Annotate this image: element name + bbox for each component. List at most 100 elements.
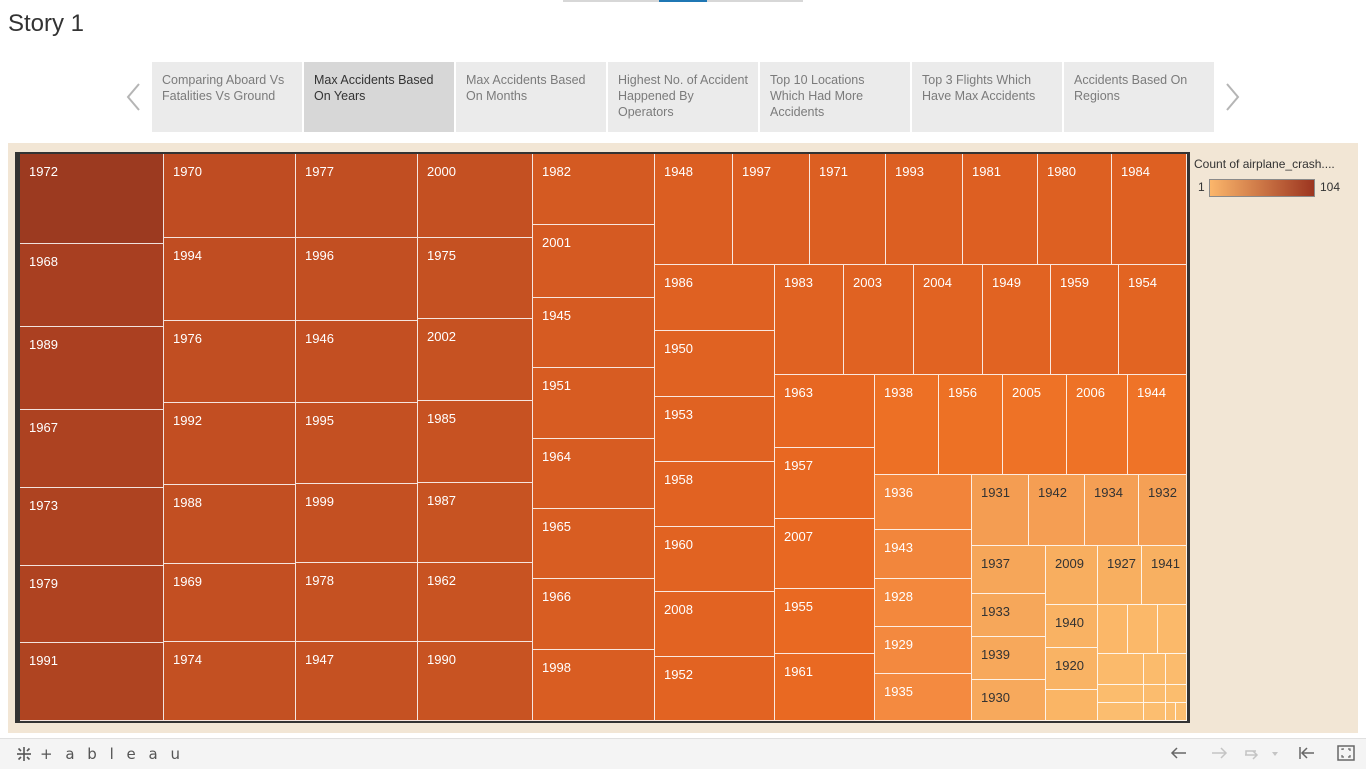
revert-button[interactable]: [1242, 744, 1282, 762]
treemap-tile-1962[interactable]: 1962: [418, 563, 533, 642]
treemap-tile-unlabeled[interactable]: [1098, 685, 1144, 703]
treemap-tile-1942[interactable]: 1942: [1029, 475, 1085, 546]
treemap-tile-1967[interactable]: 1967: [20, 410, 164, 488]
treemap-tile-1977[interactable]: 1977: [296, 154, 418, 238]
treemap-tile-1948[interactable]: 1948: [655, 154, 733, 265]
treemap-tile-1989[interactable]: 1989: [20, 327, 164, 410]
treemap-tile-1971[interactable]: 1971: [810, 154, 886, 265]
treemap-tile-unlabeled[interactable]: [1166, 703, 1176, 721]
treemap-tile-1935[interactable]: 1935: [875, 674, 972, 721]
treemap-tile-1932[interactable]: 1932: [1139, 475, 1187, 546]
treemap-tile-unlabeled[interactable]: [1144, 703, 1166, 721]
treemap-tile-2005[interactable]: 2005: [1003, 375, 1067, 475]
treemap-tile-1991[interactable]: 1991: [20, 643, 164, 721]
treemap-tile-unlabeled[interactable]: [1166, 685, 1187, 703]
treemap-tile-1943[interactable]: 1943: [875, 530, 972, 579]
treemap-tile-1956[interactable]: 1956: [939, 375, 1003, 475]
treemap-tile-unlabeled[interactable]: [1128, 605, 1158, 654]
treemap-tile-1949[interactable]: 1949: [983, 265, 1051, 375]
treemap-tile-1940[interactable]: 1940: [1046, 605, 1098, 648]
treemap-tile-1978[interactable]: 1978: [296, 563, 418, 642]
story-point-top-flights[interactable]: Top 3 Flights Which Have Max Accidents: [912, 62, 1062, 132]
treemap-tile-unlabeled[interactable]: [1158, 605, 1187, 654]
treemap-tile-1972[interactable]: 1972: [20, 154, 164, 244]
treemap-tile-1974[interactable]: 1974: [164, 642, 296, 721]
treemap-tile-1994[interactable]: 1994: [164, 238, 296, 321]
treemap-tile-1965[interactable]: 1965: [533, 509, 655, 579]
treemap-tile-1993[interactable]: 1993: [886, 154, 963, 265]
treemap-tile-1955[interactable]: 1955: [775, 589, 875, 654]
undo-button[interactable]: [1168, 744, 1190, 762]
treemap-tile-1985[interactable]: 1985: [418, 401, 533, 483]
treemap-tile-2009[interactable]: 2009: [1046, 546, 1098, 605]
treemap-tile-unlabeled[interactable]: [1166, 654, 1187, 685]
treemap-tile-unlabeled[interactable]: [1098, 703, 1144, 721]
treemap-tile-2004[interactable]: 2004: [914, 265, 983, 375]
treemap-tile-1952[interactable]: 1952: [655, 657, 775, 721]
treemap-tile-1931[interactable]: 1931: [972, 475, 1029, 546]
fullscreen-button[interactable]: [1335, 744, 1357, 762]
treemap-tile-1966[interactable]: 1966: [533, 579, 655, 650]
story-point-operators[interactable]: Highest No. of Accident Happened By Oper…: [608, 62, 758, 132]
treemap-tile-unlabeled[interactable]: [1144, 685, 1166, 703]
treemap-tile-1957[interactable]: 1957: [775, 448, 875, 519]
treemap-tile-1975[interactable]: 1975: [418, 238, 533, 319]
treemap-tile-1953[interactable]: 1953: [655, 397, 775, 462]
treemap-tile-1968[interactable]: 1968: [20, 244, 164, 327]
treemap-tile-unlabeled[interactable]: [1144, 654, 1166, 685]
treemap-tile-1997[interactable]: 1997: [733, 154, 810, 265]
treemap-tile-1984[interactable]: 1984: [1112, 154, 1187, 265]
treemap-tile-1969[interactable]: 1969: [164, 564, 296, 642]
treemap-tile-1990[interactable]: 1990: [418, 642, 533, 721]
treemap-tile-unlabeled[interactable]: [1098, 605, 1128, 654]
treemap-tile-1938[interactable]: 1938: [875, 375, 939, 475]
treemap-tile-1939[interactable]: 1939: [972, 637, 1046, 680]
treemap-tile-1941[interactable]: 1941: [1142, 546, 1187, 605]
treemap-tile-2007[interactable]: 2007: [775, 519, 875, 589]
treemap-tile-1947[interactable]: 1947: [296, 642, 418, 721]
treemap-tile-1992[interactable]: 1992: [164, 403, 296, 485]
treemap-tile-1976[interactable]: 1976: [164, 321, 296, 403]
treemap-tile-2003[interactable]: 2003: [844, 265, 914, 375]
treemap-tile-unlabeled[interactable]: [1176, 703, 1187, 721]
treemap-tile-1999[interactable]: 1999: [296, 484, 418, 563]
treemap-tile-2000[interactable]: 2000: [418, 154, 533, 238]
treemap-tile-1995[interactable]: 1995: [296, 403, 418, 484]
treemap-tile-1954[interactable]: 1954: [1119, 265, 1187, 375]
treemap-tile-1944[interactable]: 1944: [1128, 375, 1187, 475]
tableau-logo[interactable]: + a b l e a u: [14, 744, 184, 764]
treemap-tile-1928[interactable]: 1928: [875, 579, 972, 627]
story-point-max-accidents-months[interactable]: Max Accidents Based On Months: [456, 62, 606, 132]
treemap-tile-1973[interactable]: 1973: [20, 488, 164, 566]
treemap-tile-2001[interactable]: 2001: [533, 225, 655, 298]
redo-button[interactable]: [1208, 744, 1230, 762]
treemap-tile-1964[interactable]: 1964: [533, 439, 655, 509]
treemap-tile-1958[interactable]: 1958: [655, 462, 775, 527]
treemap-tile-1920[interactable]: 1920: [1046, 648, 1098, 690]
treemap-tile-1950[interactable]: 1950: [655, 331, 775, 397]
treemap-tile-1963[interactable]: 1963: [775, 375, 875, 448]
treemap-tile-1982[interactable]: 1982: [533, 154, 655, 225]
treemap-tile-1951[interactable]: 1951: [533, 368, 655, 439]
treemap-tile-1961[interactable]: 1961: [775, 654, 875, 721]
treemap-tile-1988[interactable]: 1988: [164, 485, 296, 564]
treemap-tile-1981[interactable]: 1981: [963, 154, 1038, 265]
treemap-tile-1960[interactable]: 1960: [655, 527, 775, 592]
treemap-tile-1970[interactable]: 1970: [164, 154, 296, 238]
treemap-tile-unlabeled[interactable]: [1046, 690, 1098, 721]
treemap-tile-1979[interactable]: 1979: [20, 566, 164, 643]
story-point-aboard-vs-fatalities[interactable]: Comparing Aboard Vs Fatalities Vs Ground: [152, 62, 302, 132]
treemap-tile-1933[interactable]: 1933: [972, 594, 1046, 637]
story-point-regions[interactable]: Accidents Based On Regions: [1064, 62, 1214, 132]
treemap-tile-1980[interactable]: 1980: [1038, 154, 1112, 265]
treemap-tile-2006[interactable]: 2006: [1067, 375, 1128, 475]
treemap-tile-1986[interactable]: 1986: [655, 265, 775, 331]
treemap-tile-1930[interactable]: 1930: [972, 680, 1046, 721]
treemap-tile-1934[interactable]: 1934: [1085, 475, 1139, 546]
treemap-tile-1946[interactable]: 1946: [296, 321, 418, 403]
treemap-chart[interactable]: 1972 1968 1989 1967 1973 1979 1991 1970 1994 1976…: [18, 154, 1187, 721]
treemap-tile-unlabeled[interactable]: [1098, 654, 1144, 685]
story-point-top-locations[interactable]: Top 10 Locations Which Had More Accident…: [760, 62, 910, 132]
treemap-tile-1987[interactable]: 1987: [418, 483, 533, 563]
reset-button[interactable]: [1296, 744, 1318, 762]
